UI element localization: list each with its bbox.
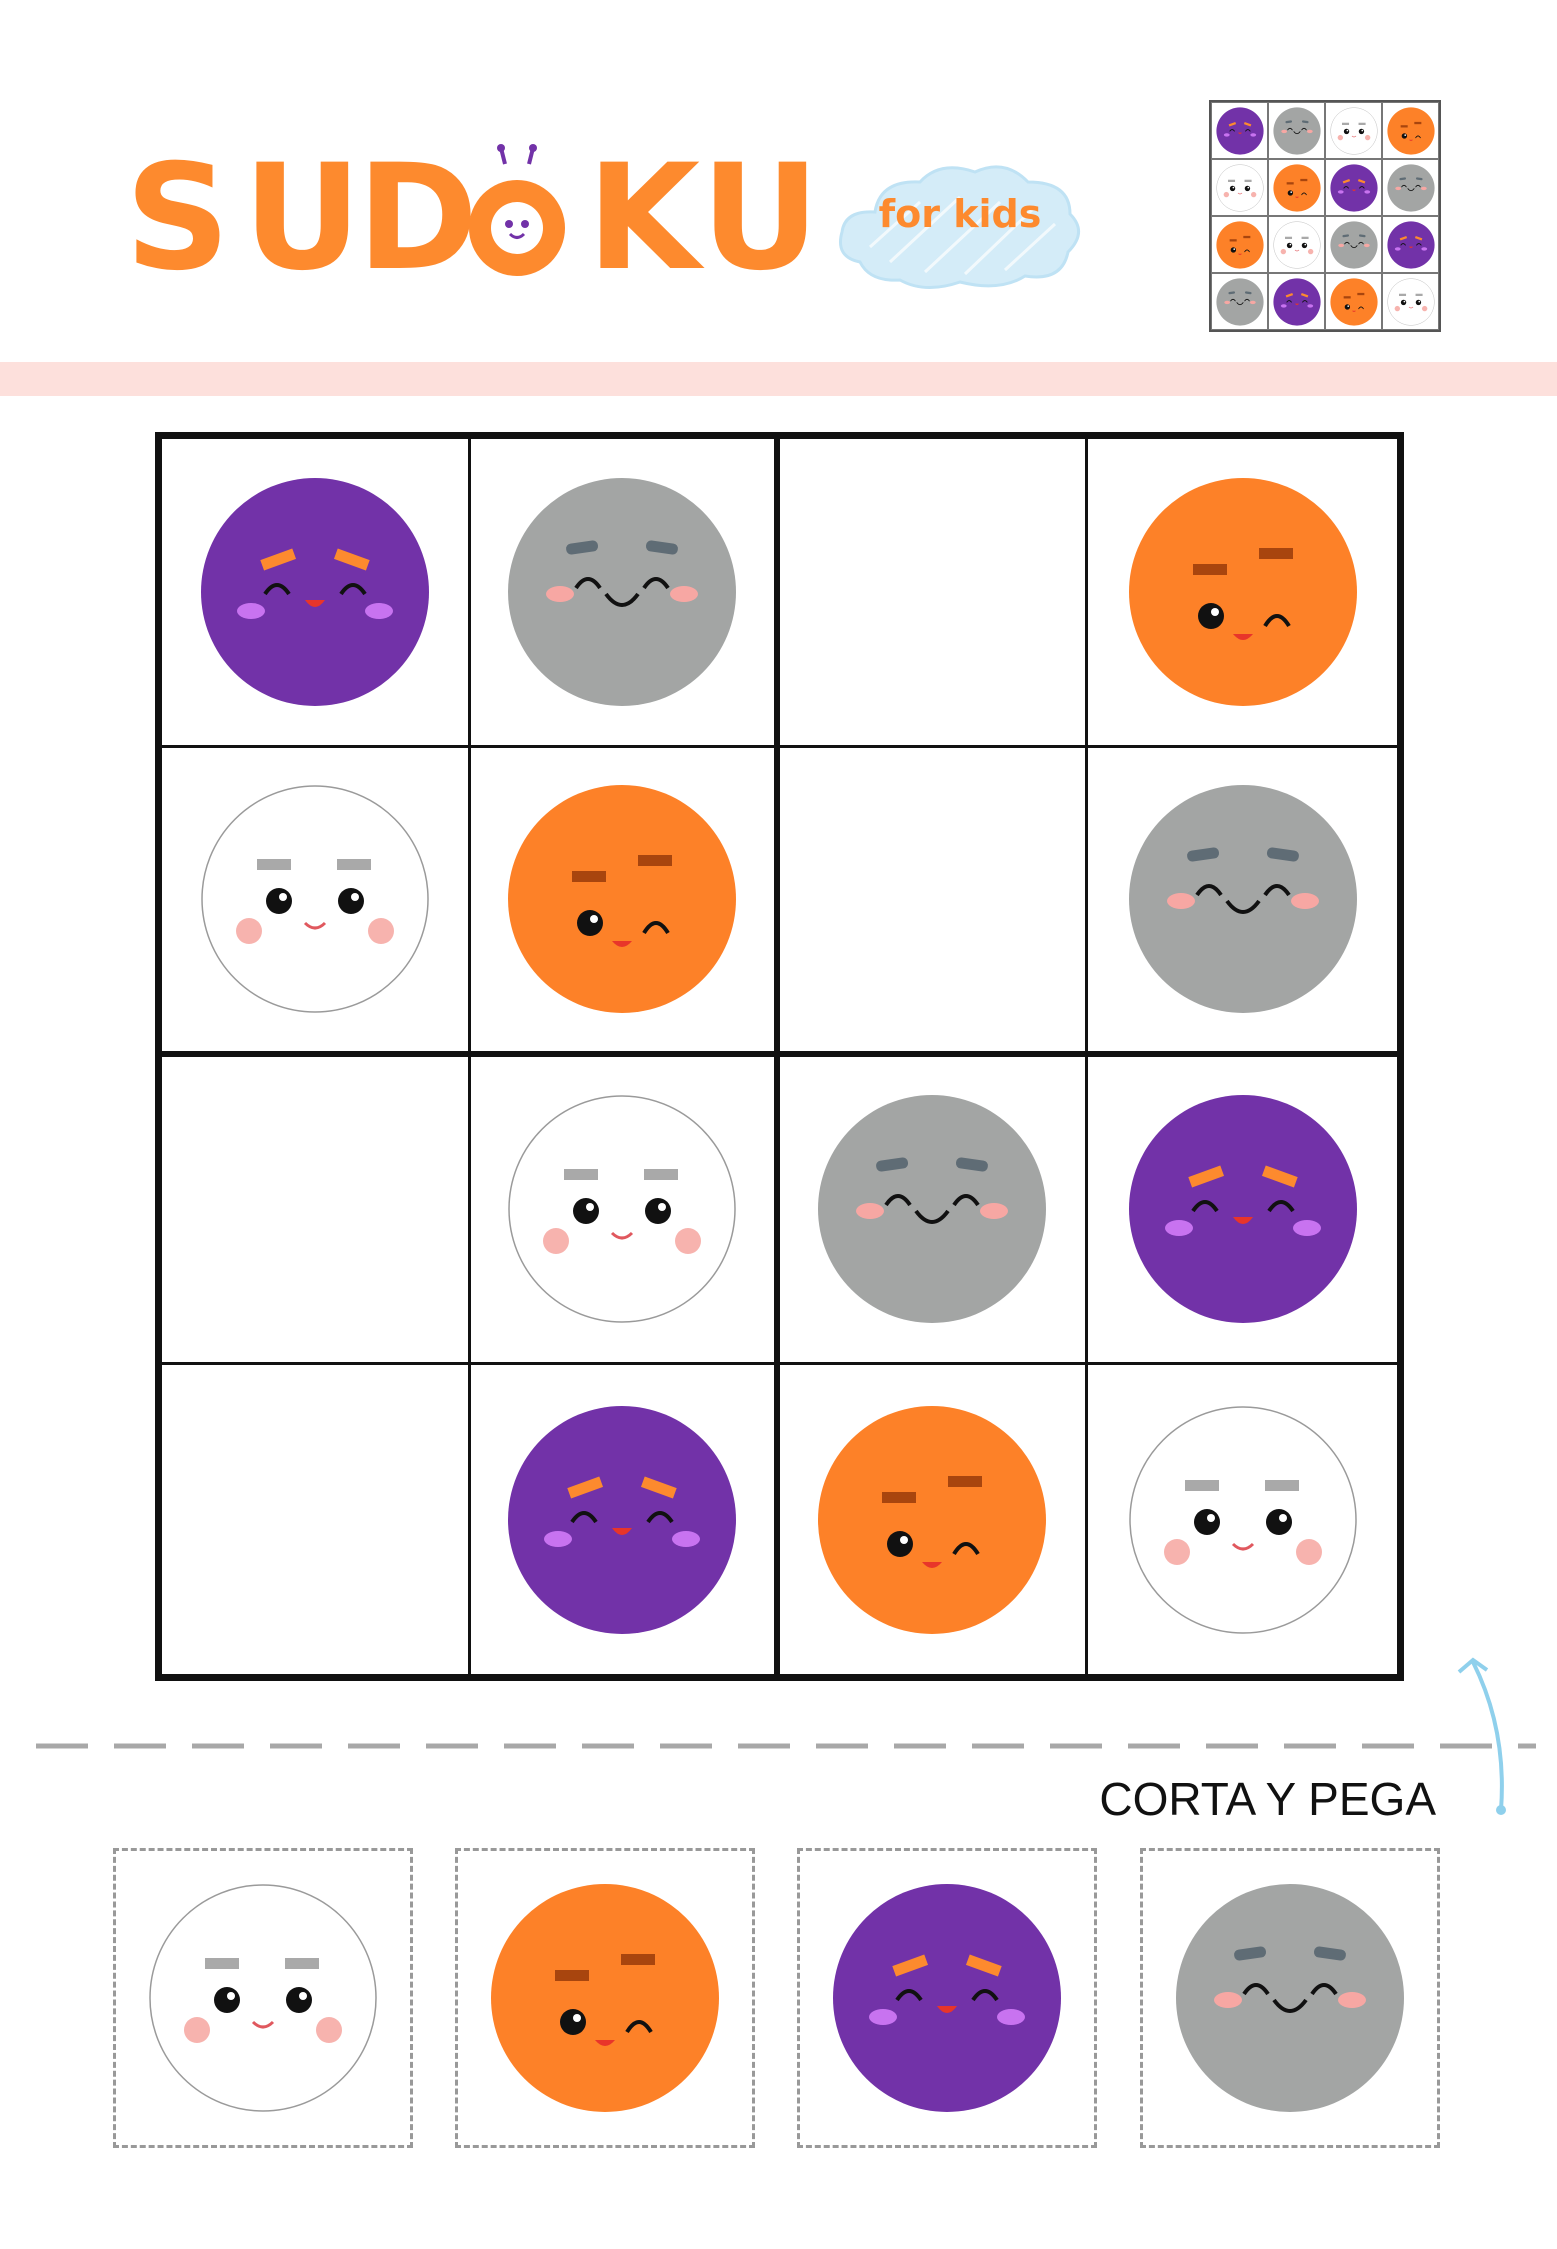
- gray-face-icon: [1128, 785, 1357, 1014]
- white-face-icon: [1215, 163, 1264, 212]
- board-cell-filled: [780, 1365, 1089, 1674]
- gray-face-icon: [1386, 163, 1435, 212]
- board-cell-filled: [1088, 1057, 1397, 1366]
- title-letter: K: [587, 133, 701, 303]
- board-cell-filled: [1088, 1365, 1397, 1674]
- answer-key-cell: [1382, 159, 1439, 216]
- board-cell-empty[interactable]: [779, 439, 1089, 748]
- answer-key-cell: [1382, 273, 1439, 330]
- orange-face-icon: [818, 1405, 1047, 1634]
- arrow-up-icon: [1457, 1657, 1506, 1815]
- answer-key-cell: [1268, 273, 1325, 330]
- board-cell-empty[interactable]: [162, 1056, 471, 1366]
- sudoku-board: [155, 432, 1404, 1681]
- cloud-icon: [839, 165, 1080, 289]
- orange-face-icon: [508, 785, 737, 1014]
- purple-face-icon: [1272, 277, 1321, 326]
- answer-key-cell: [1382, 102, 1439, 159]
- cutout-piece-3[interactable]: [797, 1848, 1097, 2148]
- purple-face-icon: [833, 1884, 1061, 2112]
- cutout-piece-1[interactable]: [113, 1848, 413, 2148]
- cutout-piece-2[interactable]: [455, 1848, 755, 2148]
- gray-face-icon: [508, 477, 737, 706]
- face-o-icon: [469, 144, 565, 276]
- answer-key-cell: [1268, 216, 1325, 273]
- board-cell-filled: [471, 1365, 780, 1674]
- board-cell-filled: [470, 1056, 780, 1366]
- answer-key-cell: [1325, 273, 1382, 330]
- white-face-icon: [1272, 220, 1321, 269]
- board-cell-filled: [162, 439, 471, 748]
- answer-key-cell: [1382, 216, 1439, 273]
- cutout-piece-4[interactable]: [1140, 1848, 1440, 2148]
- answer-key-cell: [1325, 216, 1382, 273]
- sudoku-title: S U D O K U: [125, 133, 820, 303]
- answer-key-cell: [1268, 102, 1325, 159]
- purple-face-icon: [1386, 220, 1435, 269]
- for-kids-label: for kids: [878, 192, 1042, 236]
- purple-face-icon: [1329, 163, 1378, 212]
- orange-face-icon: [491, 1884, 719, 2112]
- board-cell-empty[interactable]: [779, 747, 1089, 1057]
- answer-key-cell: [1325, 102, 1382, 159]
- answer-key-cell: [1325, 159, 1382, 216]
- white-face-icon: [508, 1095, 736, 1324]
- purple-face-icon: [508, 1405, 737, 1634]
- orange-face-icon: [1272, 163, 1321, 212]
- gray-face-icon: [1176, 1884, 1404, 2112]
- answer-key-cell: [1211, 216, 1268, 273]
- board-cell-filled: [162, 747, 471, 1057]
- purple-face-icon: [1215, 106, 1264, 155]
- purple-face-icon: [200, 477, 429, 706]
- orange-face-icon: [1215, 220, 1264, 269]
- gray-face-icon: [1329, 220, 1378, 269]
- orange-face-icon: [1329, 277, 1378, 326]
- board-cell-empty[interactable]: [162, 1365, 471, 1674]
- purple-face-icon: [1128, 1095, 1357, 1324]
- white-face-icon: [1128, 1405, 1357, 1634]
- title-letter: U: [243, 133, 362, 303]
- white-face-icon: [201, 785, 429, 1013]
- header-divider: [0, 362, 1557, 396]
- answer-key-cell: [1211, 159, 1268, 216]
- board-cell-filled: [779, 1056, 1089, 1366]
- orange-face-icon: [1386, 106, 1435, 155]
- white-face-icon: [1329, 106, 1378, 155]
- answer-key-grid: [1209, 100, 1441, 332]
- cut-and-paste-label: CORTA Y PEGA: [1099, 1773, 1436, 1825]
- title-letter: D: [357, 133, 479, 303]
- gray-face-icon: [818, 1095, 1047, 1324]
- board-cell-filled: [1088, 748, 1397, 1057]
- title-letter: U: [701, 133, 820, 303]
- orange-face-icon: [1128, 477, 1357, 706]
- answer-key-cell: [1211, 273, 1268, 330]
- title-letter: S: [125, 133, 231, 303]
- white-face-icon: [149, 1884, 377, 2112]
- board-cell-filled: [470, 747, 780, 1057]
- board-cell-filled: [470, 439, 780, 748]
- gray-face-icon: [1272, 106, 1321, 155]
- white-face-icon: [1386, 277, 1435, 326]
- gray-face-icon: [1215, 277, 1264, 326]
- answer-key-cell: [1211, 102, 1268, 159]
- answer-key-cell: [1268, 159, 1325, 216]
- board-cell-filled: [1088, 439, 1397, 748]
- cut-line: [36, 1743, 1536, 1749]
